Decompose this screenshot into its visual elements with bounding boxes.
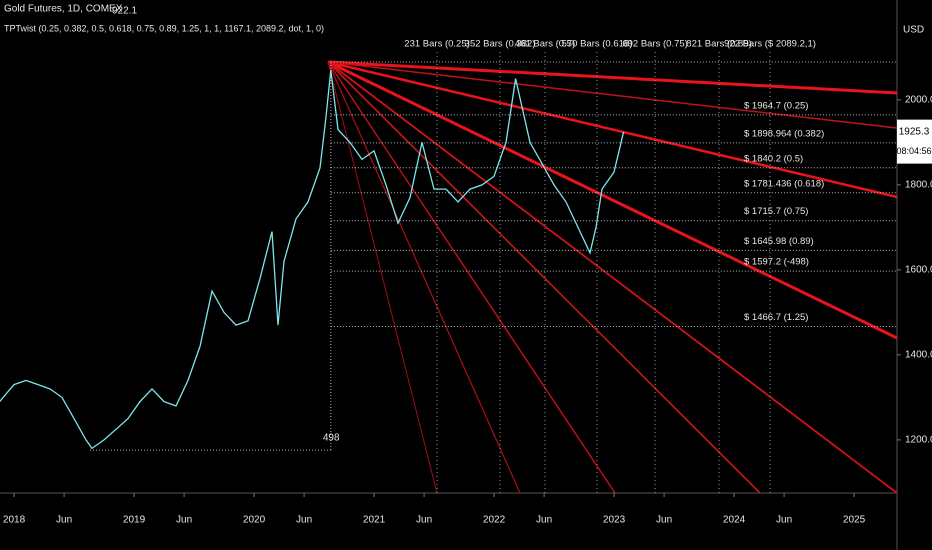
y-tick-label: 1600.0 [905, 265, 932, 276]
bar-label: 570 Bars (0.618) [562, 39, 633, 50]
bar-label: 461 Bars (0.5) [515, 39, 575, 50]
level-label: $ 1781.436 (0.618) [744, 178, 824, 189]
x-tick-label: Jun [656, 515, 672, 526]
fan-line [327, 61, 438, 494]
level-label: $ 1840.2 (0.5) [744, 153, 803, 164]
bar-label: 922 Bars ($ 2089.2,1) [724, 39, 816, 50]
x-tick-label: 2019 [123, 515, 146, 526]
level-label: $ 1715.7 (0.75) [744, 206, 808, 217]
x-tick-label: 2023 [603, 515, 626, 526]
last-price: 1925.3 [899, 126, 930, 137]
x-tick-label: 2024 [723, 515, 746, 526]
fan-line [327, 61, 898, 129]
fan-line [327, 61, 761, 494]
y-tick-label: 1800.0 [905, 180, 932, 191]
x-tick-label: Jun [296, 515, 312, 526]
bar-label: 821 Bars (0.89) [686, 39, 751, 50]
x-tick-label: Jun [776, 515, 792, 526]
y-tick-label: 1200.0 [905, 435, 932, 446]
x-tick-label: Jun [536, 515, 552, 526]
fan-line [327, 60, 898, 199]
level-label: $ 1466.7 (1.25) [744, 312, 808, 323]
x-tick-label: 2021 [363, 515, 386, 526]
x-tick-label: Jun [416, 515, 432, 526]
x-tick-label: 2022 [483, 515, 506, 526]
x-tick-label: 2020 [243, 515, 266, 526]
x-tick-label: 2025 [843, 515, 866, 526]
bar-label: 352 Bars (0.382) [465, 39, 536, 50]
y-tick-label: 2000.0 [905, 95, 932, 106]
fan-line [327, 60, 898, 95]
x-tick-label: Jun [56, 515, 72, 526]
chart-title: Gold Futures, 1D, COMEX [4, 4, 123, 15]
fan-line [327, 61, 616, 494]
fan-lines [327, 60, 898, 494]
base-label: 498 [323, 433, 340, 444]
fan-line [327, 60, 898, 340]
countdown: 08:04:56 [896, 146, 931, 156]
level-label: $ 1597.2 (-498) [744, 257, 809, 268]
x-tick-label: 2018 [3, 515, 26, 526]
fan-line [327, 61, 898, 494]
title-value: 922.1 [112, 6, 137, 17]
y-tick-label: 1400.0 [905, 350, 932, 361]
price-line [0, 70, 625, 450]
bar-label: 231 Bars (0.25) [404, 39, 469, 50]
level-label: $ 1898.964 (0.382) [744, 128, 824, 139]
indicator-label: TPTwist (0.25, 0.382, 0.5, 0.618, 0.75, … [4, 23, 324, 33]
level-label: $ 1964.7 (0.25) [744, 100, 808, 111]
currency: USD [903, 25, 924, 36]
last-price-box [897, 119, 932, 164]
fan-line [327, 61, 521, 494]
bar-label: 692 Bars (0.75) [622, 39, 687, 50]
x-tick-label: Jun [176, 515, 192, 526]
level-label: $ 1645.98 (0.89) [744, 236, 814, 247]
